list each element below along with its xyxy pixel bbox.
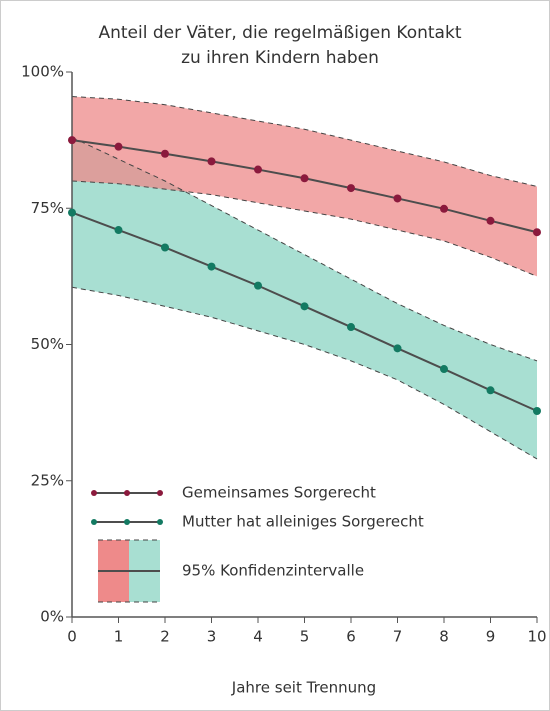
data-point: [393, 344, 402, 353]
data-point: [440, 204, 448, 213]
data-point: [207, 262, 216, 271]
data-point: [300, 174, 309, 183]
x-tick-label: 0: [67, 628, 77, 646]
data-point: [161, 149, 169, 158]
data-point: [300, 302, 309, 311]
confidence-band: [72, 137, 537, 459]
band-edge: [71, 136, 538, 362]
data-point: [161, 243, 169, 252]
data-point: [533, 406, 541, 415]
x-axis-label: Jahre seit Trennung: [231, 679, 376, 697]
data-point: [440, 365, 448, 374]
y-tick-label: 100%: [21, 63, 64, 81]
data-point: [114, 226, 123, 235]
x-tick-label: 10: [527, 628, 546, 646]
band-edge: [71, 286, 538, 460]
data-point: [68, 208, 76, 217]
legend-dot: [157, 490, 163, 496]
band-edge: [71, 96, 538, 187]
y-tick-label: 75%: [31, 199, 64, 217]
x-tick-label: 2: [160, 628, 170, 646]
legend-dot: [124, 490, 130, 496]
legend-label: 95% Konfidenzintervalle: [182, 562, 364, 580]
y-tick-label: 25%: [31, 471, 64, 489]
legend-dot: [157, 519, 163, 525]
x-tick-label: 9: [486, 628, 496, 646]
data-point: [347, 184, 355, 193]
x-tick-label: 3: [207, 628, 217, 646]
legend-dot: [91, 490, 97, 496]
y-tick-label: 0%: [40, 608, 64, 626]
data-point: [486, 216, 495, 225]
x-tick-label: 6: [346, 628, 356, 646]
data-point: [114, 142, 123, 151]
data-point: [207, 157, 216, 166]
legend-label: Mutter hat alleiniges Sorgerecht: [182, 513, 424, 531]
data-point: [68, 136, 76, 145]
x-tick-label: 8: [439, 628, 449, 646]
data-point: [347, 323, 355, 332]
data-point: [254, 165, 262, 174]
legend-label: Gemeinsames Sorgerecht: [182, 484, 376, 502]
chart-title: zu ihren Kindern haben: [181, 48, 379, 68]
x-tick-label: 4: [253, 628, 263, 646]
data-point: [254, 281, 262, 290]
x-tick-label: 7: [393, 628, 403, 646]
confidence-band: [72, 96, 537, 277]
data-point: [486, 386, 495, 395]
legend-dot: [91, 519, 97, 525]
x-tick-label: 5: [300, 628, 310, 646]
y-tick-label: 50%: [31, 335, 64, 353]
legend-dot: [124, 519, 130, 525]
band-edge: [71, 180, 538, 277]
data-point: [393, 194, 402, 203]
x-tick-label: 1: [114, 628, 124, 646]
data-point: [533, 228, 541, 237]
chart-title: Anteil der Väter, die regelmäßigen Konta…: [98, 23, 461, 43]
